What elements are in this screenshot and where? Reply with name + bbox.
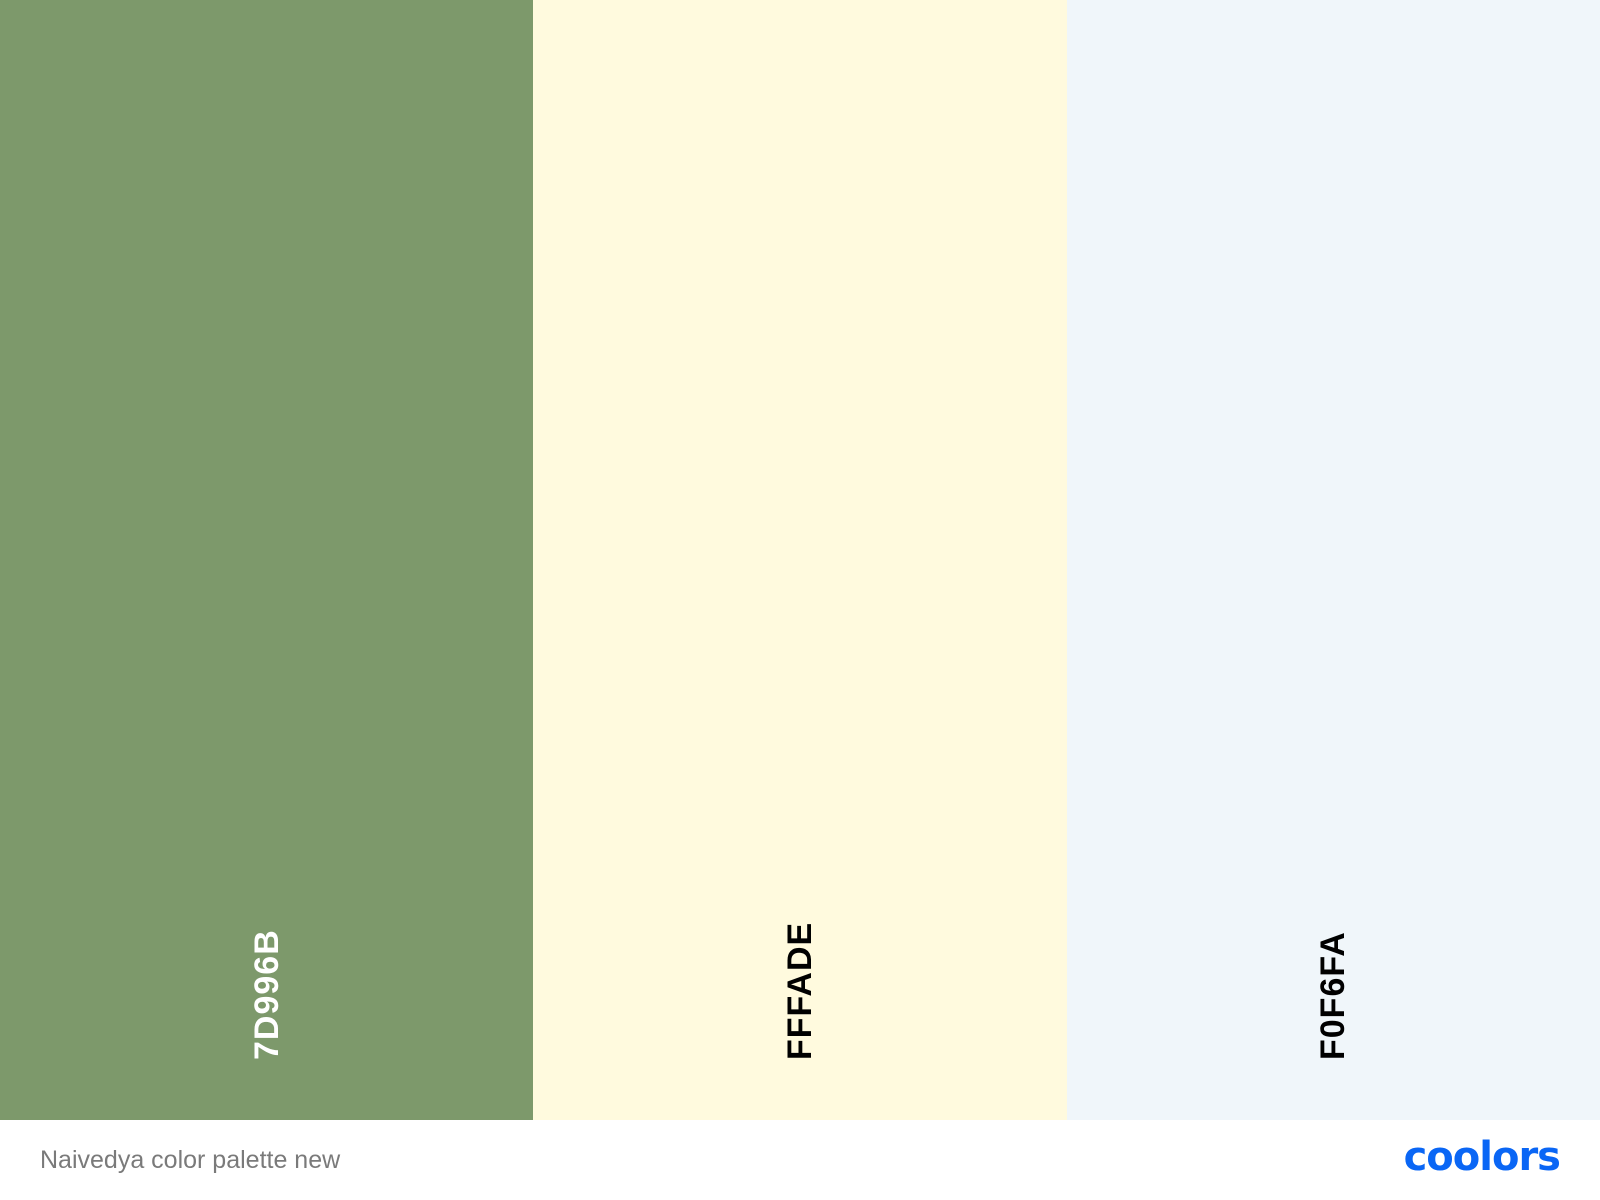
swatch-2[interactable]: FFFADE [533, 0, 1067, 1120]
swatch-hex-label[interactable]: 7D996B [247, 929, 286, 1060]
swatch-3[interactable]: F0F6FA [1066, 0, 1600, 1120]
footer: Naivedya color palette new coolors [0, 1120, 1600, 1200]
palette-name: Naivedya color palette new [40, 1146, 341, 1174]
swatch-hex-label[interactable]: FFFADE [780, 921, 819, 1060]
color-palette: 7D996B FFFADE F0F6FA [0, 0, 1600, 1120]
swatch-hex-label[interactable]: F0F6FA [1314, 931, 1353, 1060]
swatch-1[interactable]: 7D996B [0, 0, 534, 1120]
coolors-logo[interactable]: coolors [1403, 1134, 1561, 1180]
